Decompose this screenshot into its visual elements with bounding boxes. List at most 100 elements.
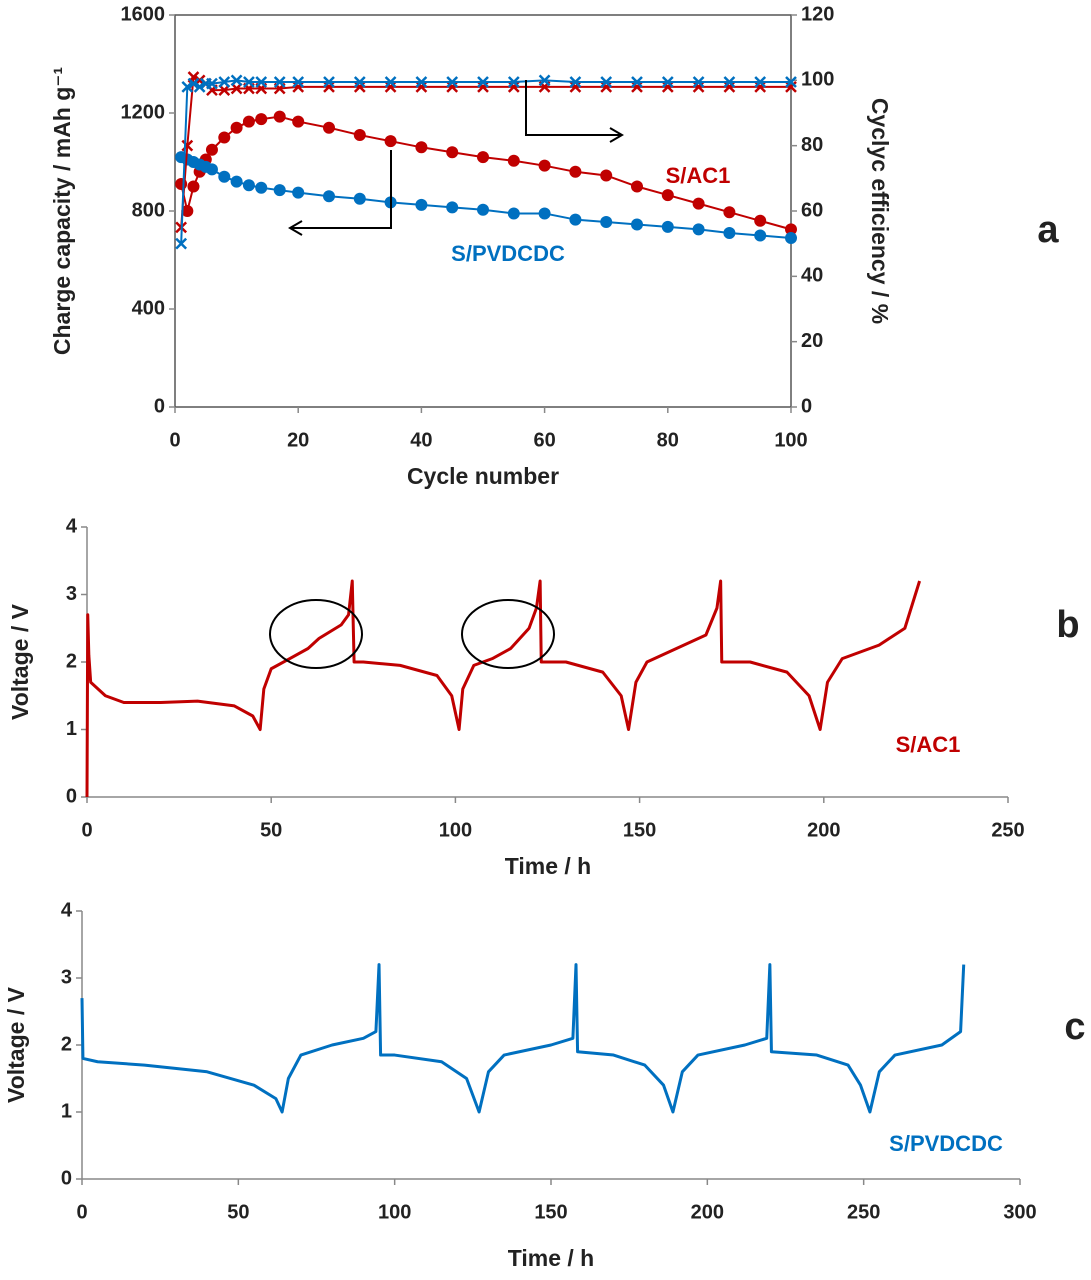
data-point <box>353 129 366 142</box>
data-point <box>175 237 188 250</box>
series-line <box>180 79 791 244</box>
y-tick-label: 0 <box>61 1167 72 1189</box>
data-point <box>507 76 520 88</box>
y-tick-label: 4 <box>66 515 78 537</box>
x-tick-label: 20 <box>287 429 309 451</box>
data-point <box>631 180 643 193</box>
arrow-head <box>288 220 303 236</box>
series-label: S/AC1 <box>666 163 731 188</box>
data-point <box>181 80 194 93</box>
data-point <box>692 76 705 88</box>
y2-tick-label: 80 <box>801 134 823 156</box>
y-tick-label: 4 <box>61 899 73 921</box>
y-tick-label: 2 <box>61 1033 72 1055</box>
data-point <box>230 121 243 134</box>
y2-tick-label: 120 <box>801 3 834 25</box>
data-point <box>187 180 200 193</box>
data-point <box>477 151 489 164</box>
data-point <box>230 74 243 87</box>
y-tick-label: 1200 <box>121 101 166 123</box>
data-point <box>218 76 231 88</box>
x-axis-title: Cycle number <box>407 463 559 489</box>
y-tick-label: 400 <box>132 297 165 319</box>
series-label: S/PVDCDC <box>451 241 565 266</box>
y-tick-label: 0 <box>154 395 165 417</box>
data-point <box>723 206 736 219</box>
data-point <box>415 76 428 88</box>
data-point <box>205 163 218 176</box>
y-axis-title: Voltage / V <box>7 603 33 720</box>
y-tick-label: 1 <box>61 1100 72 1122</box>
data-point <box>569 76 582 88</box>
data-point <box>600 76 613 88</box>
panel-label: a <box>1037 209 1059 251</box>
x-tick-label: 0 <box>169 429 180 451</box>
y2-tick-label: 0 <box>801 395 812 417</box>
data-point <box>206 77 218 90</box>
data-point <box>477 76 489 88</box>
data-point <box>384 76 397 88</box>
data-point <box>507 207 520 220</box>
data-point <box>193 80 206 93</box>
data-point <box>446 76 459 88</box>
x-tick-label: 100 <box>774 429 807 451</box>
x-tick-label: 80 <box>657 429 679 451</box>
data-point <box>415 141 428 154</box>
x-tick-label: 100 <box>378 1201 411 1223</box>
data-point <box>181 205 194 217</box>
data-point <box>723 76 736 88</box>
x-tick-label: 200 <box>807 819 840 841</box>
data-point <box>353 192 366 205</box>
y-tick-label: 1600 <box>121 3 166 25</box>
data-point <box>785 76 797 88</box>
data-point <box>538 207 551 220</box>
data-point <box>273 110 286 123</box>
data-point <box>661 189 674 202</box>
data-point <box>323 76 335 88</box>
data-point <box>415 198 428 211</box>
data-point <box>569 213 582 226</box>
x-tick-label: 60 <box>533 429 555 451</box>
data-point <box>477 203 489 216</box>
y2-tick-label: 40 <box>801 265 823 287</box>
arrows <box>269 80 624 669</box>
data-point <box>273 184 286 197</box>
data-point <box>754 214 767 227</box>
data-point <box>785 231 797 244</box>
x-tick-label: 150 <box>623 819 656 841</box>
y-axis-title: Charge capacity / mAh g⁻¹ <box>49 67 75 355</box>
data-point <box>661 76 674 88</box>
data-point <box>631 218 643 231</box>
series-line <box>85 579 922 798</box>
series-line <box>80 963 966 1114</box>
data-point <box>600 169 613 182</box>
arrow-left <box>292 150 392 229</box>
y2-axis-title: Cyclyc efficiency / % <box>867 98 893 324</box>
data-point <box>218 170 231 183</box>
data-point <box>292 186 305 199</box>
arrow-head <box>609 127 624 143</box>
data-point <box>754 229 767 242</box>
y2-tick-label: 20 <box>801 330 823 352</box>
data-point <box>292 115 305 128</box>
data-point <box>242 179 255 192</box>
y-tick-label: 1 <box>66 718 77 740</box>
data-point <box>538 159 551 172</box>
x-tick-label: 250 <box>991 819 1024 841</box>
data-point <box>292 76 305 88</box>
x-tick-label: 50 <box>260 819 282 841</box>
x-tick-label: 150 <box>534 1201 567 1223</box>
data-point <box>507 154 520 167</box>
data-point <box>242 115 255 128</box>
x-tick-label: 50 <box>227 1201 249 1223</box>
panel-label: c <box>1064 1006 1085 1048</box>
arrow-right <box>525 80 622 136</box>
x-tick-label: 40 <box>410 429 432 451</box>
data-point <box>353 76 366 88</box>
data-point <box>692 197 705 210</box>
data-point <box>255 113 268 126</box>
data-point <box>600 216 613 229</box>
data-point <box>187 77 200 90</box>
data-point <box>255 181 268 194</box>
data-point <box>661 220 674 233</box>
